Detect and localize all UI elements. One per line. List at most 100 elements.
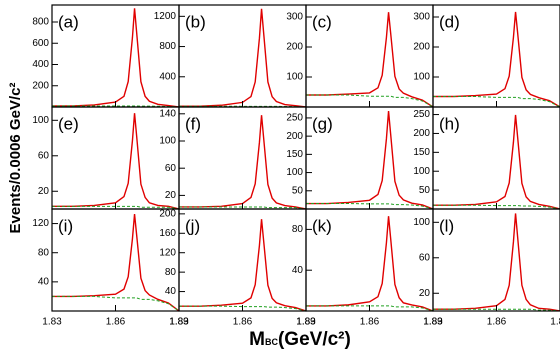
y-tick-label: 800 <box>159 41 176 52</box>
y-tick-label: 20 <box>419 288 431 299</box>
panel-label: (e) <box>58 114 79 133</box>
background-curve <box>179 105 306 107</box>
y-tick-label: 100 <box>286 167 303 178</box>
background-curve <box>179 206 306 209</box>
y-tick-label: 600 <box>32 38 49 49</box>
background-curve <box>306 305 433 311</box>
y-tick-label: 60 <box>419 252 431 263</box>
x-tick-label: 1.89 <box>423 317 443 328</box>
panel <box>179 115 306 209</box>
y-tick-label: 100 <box>413 166 430 177</box>
fit-curve <box>179 219 306 311</box>
panel-label: (j) <box>185 216 200 235</box>
y-tick-label: 60 <box>165 163 177 174</box>
x-tick-label: 1.86 <box>487 317 507 328</box>
y-tick-label: 50 <box>292 185 304 196</box>
background-curve <box>52 295 179 311</box>
background-curve <box>433 96 560 107</box>
background-curve <box>306 94 433 107</box>
x-axis-label-sub: BC <box>265 337 278 347</box>
y-tick-label: 200 <box>159 208 176 219</box>
x-tick-label: 1.86 <box>233 317 253 328</box>
y-tick-label: 20 <box>38 186 50 197</box>
y-tick-label: 100 <box>159 136 176 147</box>
x-tick-label: 1.89 <box>296 317 316 328</box>
y-tick-label: 100 <box>413 72 430 83</box>
y-tick-label: 400 <box>159 71 176 82</box>
panel-label: (c) <box>312 12 332 31</box>
panel-label: (i) <box>58 216 73 235</box>
panel-label: (l) <box>439 216 454 235</box>
panel-label: (a) <box>58 12 79 31</box>
fit-curve <box>52 214 179 311</box>
y-tick-label: 120 <box>32 218 49 229</box>
background-curve <box>179 305 306 311</box>
y-tick-label: 400 <box>32 59 49 70</box>
fit-curve <box>306 12 433 107</box>
y-tick-label: 140 <box>159 108 176 119</box>
y-tick-label: 300 <box>286 12 303 23</box>
panel <box>433 114 560 209</box>
fit-curve <box>433 213 560 311</box>
y-tick-label: 800 <box>32 17 49 28</box>
x-tick-label: 1.83 <box>423 317 443 328</box>
panel <box>179 8 306 107</box>
x-tick-label: 1.83 <box>42 317 62 328</box>
y-tick-label: 40 <box>165 286 177 297</box>
y-tick-label: 250 <box>286 113 303 124</box>
y-tick-label: 1200 <box>154 11 177 22</box>
background-curve <box>433 204 560 209</box>
y-tick-label: 100 <box>286 72 303 83</box>
y-tick-label: 40 <box>292 265 304 276</box>
panel <box>306 110 433 209</box>
y-tick-label: 160 <box>159 228 176 239</box>
panel-label: (h) <box>439 114 460 133</box>
background-curve <box>306 203 433 209</box>
x-tick-label: 1.83 <box>296 317 316 328</box>
y-tick-label: 200 <box>32 80 49 91</box>
panel-label: (f) <box>185 114 201 133</box>
x-tick-label: 1.89 <box>169 317 189 328</box>
x-axis-label: MBC(GeV/c²) <box>249 329 351 350</box>
panel <box>433 213 560 311</box>
background-curve <box>433 308 560 311</box>
x-axis-label-main: M <box>249 329 265 350</box>
y-tick-label: 150 <box>413 147 430 158</box>
y-tick-label: 80 <box>165 267 177 278</box>
y-tick-label: 200 <box>413 42 430 53</box>
fit-curve <box>433 11 560 107</box>
y-tick-label: 20 <box>165 190 177 201</box>
fit-curve <box>433 114 560 209</box>
y-tick-label: 100 <box>32 115 49 126</box>
fit-curve <box>179 8 306 107</box>
y-tick-label: 40 <box>38 276 50 287</box>
panel <box>52 113 179 209</box>
x-tick-label: 1.89 <box>550 317 560 328</box>
x-tick-label: 1.86 <box>360 317 380 328</box>
y-tick-label: 80 <box>38 247 50 258</box>
y-tick-label: 50 <box>419 185 431 196</box>
panel <box>52 8 179 107</box>
y-tick-label: 100 <box>413 217 430 228</box>
panel <box>52 214 179 311</box>
y-tick-label: 250 <box>413 109 430 120</box>
fit-curve <box>52 113 179 209</box>
y-tick-label: 200 <box>413 128 430 139</box>
x-axis-label-unit: (GeV/c²) <box>278 329 351 350</box>
y-tick-label: 200 <box>286 131 303 142</box>
y-tick-label: 300 <box>413 12 430 23</box>
x-tick-label: 1.86 <box>106 317 126 328</box>
panel-label: (g) <box>312 114 333 133</box>
y-axis-label: Events/0.0006 GeV/c² <box>7 83 24 234</box>
panel-label: (b) <box>185 12 206 31</box>
panel <box>306 216 433 311</box>
panel-label: (k) <box>312 216 332 235</box>
fit-curve <box>52 8 179 107</box>
y-tick-label: 150 <box>286 149 303 160</box>
panel <box>179 219 306 311</box>
panel <box>306 12 433 107</box>
background-curve <box>52 205 179 209</box>
y-tick-label: 60 <box>38 150 50 161</box>
fit-curve <box>179 115 306 209</box>
